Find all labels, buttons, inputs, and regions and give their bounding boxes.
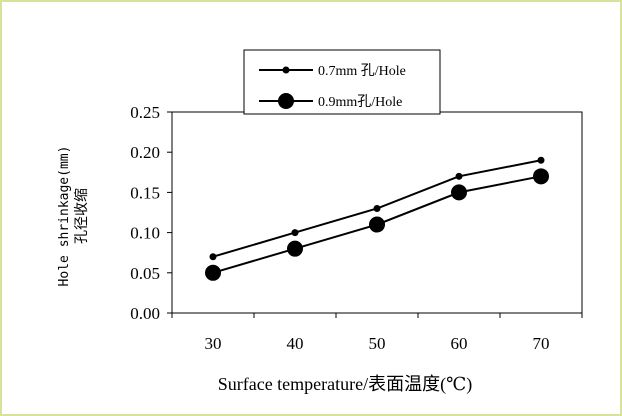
y-tick-label: 0.05 (130, 264, 160, 283)
series-1-point (291, 229, 299, 237)
plot-area (171, 111, 583, 314)
legend-marker-series-1 (282, 66, 290, 74)
y-tick-label: 0.15 (130, 183, 160, 202)
y-tick-label: 0.00 (130, 304, 160, 323)
y-axis-title-en: Hole shrinkage(mm) (57, 146, 72, 287)
series-2-point (287, 240, 303, 257)
y-tick-label: 0.20 (130, 143, 160, 162)
series-1-point (373, 204, 381, 212)
x-tick-label: 60 (451, 334, 468, 353)
y-axis: 0.00 0.05 0.10 0.15 0.20 0.25 (130, 103, 172, 323)
y-tick-label: 0.10 (130, 224, 160, 243)
x-tick-label: 70 (533, 334, 550, 353)
x-tick-label: 50 (369, 334, 386, 353)
legend-marker-series-2 (278, 93, 294, 109)
series-2-point (533, 168, 549, 185)
y-tick-label: 0.25 (130, 103, 160, 122)
series-1-point (537, 156, 545, 164)
series-2-point (451, 184, 467, 201)
x-axis: 30 40 50 60 70 (171, 313, 583, 353)
legend: 0.7mm 孔/Hole 0.9mm孔/Hole (243, 49, 441, 115)
series-1-point (209, 253, 217, 261)
legend-box (243, 49, 441, 115)
series-2-point (369, 216, 385, 233)
series-2-point (205, 264, 221, 281)
series-1-point (455, 172, 463, 180)
x-tick-label: 30 (205, 334, 222, 353)
legend-label-series-2: 0.9mm孔/Hole (318, 94, 402, 110)
x-axis-title: Surface temperature/表面温度(℃) (218, 374, 473, 395)
y-axis-title-zh: 孔径收缩 (74, 188, 90, 244)
legend-label-series-1: 0.7mm 孔/Hole (318, 63, 406, 79)
series-layer (205, 156, 549, 281)
x-tick-label: 40 (287, 334, 304, 353)
